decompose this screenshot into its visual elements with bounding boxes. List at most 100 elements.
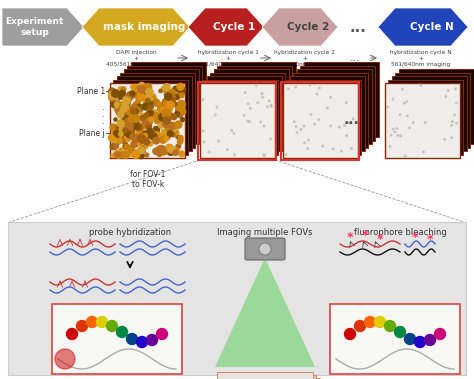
FancyBboxPatch shape — [385, 83, 460, 158]
Circle shape — [112, 139, 118, 144]
Circle shape — [202, 99, 204, 100]
Circle shape — [141, 104, 146, 110]
Circle shape — [162, 102, 168, 108]
Circle shape — [116, 124, 124, 132]
Circle shape — [133, 135, 140, 142]
Circle shape — [144, 83, 152, 91]
Circle shape — [118, 130, 125, 137]
Circle shape — [131, 104, 137, 110]
Circle shape — [249, 108, 251, 109]
Circle shape — [346, 102, 347, 103]
Circle shape — [133, 124, 136, 127]
Circle shape — [159, 134, 165, 140]
Circle shape — [261, 93, 263, 94]
Circle shape — [149, 97, 153, 101]
Circle shape — [175, 105, 181, 110]
Circle shape — [145, 103, 149, 107]
Circle shape — [126, 106, 131, 110]
Circle shape — [148, 141, 153, 146]
Circle shape — [109, 91, 116, 99]
Circle shape — [139, 133, 143, 136]
Circle shape — [142, 86, 148, 92]
Circle shape — [109, 88, 116, 95]
Circle shape — [122, 131, 126, 135]
Circle shape — [114, 144, 118, 149]
Circle shape — [143, 101, 148, 106]
Circle shape — [134, 124, 140, 130]
Circle shape — [216, 106, 218, 108]
Circle shape — [424, 122, 426, 123]
Circle shape — [122, 116, 130, 124]
Text: ...: ... — [349, 53, 360, 63]
Circle shape — [153, 137, 160, 144]
Circle shape — [392, 128, 394, 130]
Circle shape — [131, 108, 137, 114]
FancyBboxPatch shape — [124, 69, 199, 144]
Circle shape — [173, 102, 177, 106]
Circle shape — [295, 86, 296, 88]
Circle shape — [394, 326, 405, 338]
Circle shape — [148, 94, 154, 99]
Circle shape — [447, 90, 449, 91]
FancyBboxPatch shape — [301, 66, 375, 141]
Circle shape — [135, 125, 139, 130]
Circle shape — [151, 115, 155, 119]
Circle shape — [425, 335, 436, 346]
Circle shape — [318, 119, 319, 121]
Circle shape — [161, 86, 167, 92]
Circle shape — [164, 99, 172, 107]
Circle shape — [445, 96, 447, 97]
Circle shape — [146, 100, 153, 107]
Circle shape — [127, 130, 130, 134]
Circle shape — [116, 138, 122, 143]
Circle shape — [168, 97, 175, 105]
Circle shape — [122, 138, 127, 144]
Circle shape — [173, 129, 177, 132]
Circle shape — [152, 110, 159, 117]
Circle shape — [255, 85, 257, 86]
Circle shape — [133, 121, 138, 126]
Circle shape — [164, 92, 168, 96]
Circle shape — [112, 90, 119, 97]
Circle shape — [55, 349, 75, 369]
Circle shape — [233, 133, 235, 134]
Circle shape — [157, 106, 165, 113]
Circle shape — [451, 137, 453, 138]
Circle shape — [130, 128, 135, 133]
Circle shape — [231, 130, 233, 131]
Circle shape — [293, 121, 295, 122]
Circle shape — [179, 135, 183, 140]
Circle shape — [127, 95, 131, 100]
Circle shape — [151, 97, 155, 100]
Circle shape — [420, 85, 422, 86]
Circle shape — [143, 121, 147, 125]
Circle shape — [169, 89, 175, 95]
Circle shape — [141, 142, 148, 149]
Circle shape — [403, 102, 405, 104]
Circle shape — [155, 151, 160, 155]
Circle shape — [115, 152, 120, 158]
Circle shape — [133, 109, 138, 114]
Circle shape — [114, 150, 121, 158]
Circle shape — [141, 132, 148, 140]
Circle shape — [267, 106, 268, 107]
Circle shape — [169, 92, 174, 97]
Circle shape — [131, 141, 138, 147]
Circle shape — [167, 136, 170, 139]
Circle shape — [303, 125, 305, 127]
Circle shape — [157, 134, 164, 141]
Circle shape — [143, 114, 147, 119]
Circle shape — [165, 91, 171, 97]
Circle shape — [179, 93, 184, 97]
Circle shape — [163, 113, 167, 117]
Circle shape — [113, 136, 121, 144]
Circle shape — [327, 107, 328, 109]
Circle shape — [143, 105, 146, 109]
Circle shape — [295, 126, 297, 127]
Circle shape — [386, 106, 388, 108]
Circle shape — [128, 110, 133, 115]
Circle shape — [330, 125, 331, 127]
Circle shape — [118, 127, 126, 134]
Circle shape — [300, 129, 301, 130]
FancyBboxPatch shape — [220, 375, 317, 379]
